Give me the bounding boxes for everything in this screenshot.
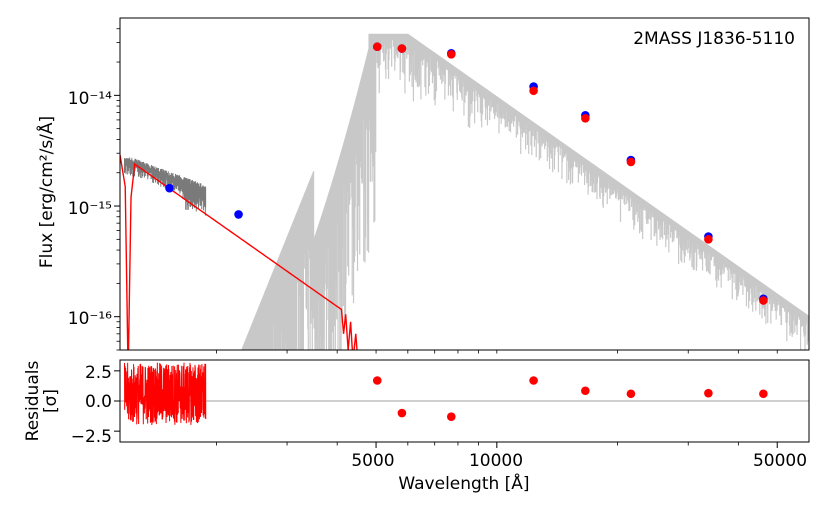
model-spectrum	[241, 33, 809, 350]
model-point	[372, 42, 382, 52]
model-point	[581, 114, 590, 123]
ytick-label-1e-14: 10⁻¹⁴	[68, 89, 112, 109]
uv-model-line	[120, 154, 358, 350]
model-point	[529, 86, 538, 96]
observed-point	[234, 210, 243, 219]
uv-spectrum-lines	[123, 157, 207, 216]
sed-axes-frame	[119, 17, 810, 351]
uv-spectrum	[123, 157, 207, 216]
resid-ylabel-line1: Residuals	[23, 361, 43, 442]
resid-ylabel-line2: [σ]	[41, 389, 61, 413]
photometry-points	[165, 42, 768, 305]
residual-point	[626, 389, 636, 399]
resid-ytick--2.5: −2.5	[71, 427, 112, 447]
chart-title: 2MASS J1836-5110	[633, 29, 795, 49]
ytick-label-1e-15: 10⁻¹⁵	[68, 199, 112, 219]
model-point	[759, 296, 768, 305]
uv-residual-lines	[123, 362, 207, 426]
model-point	[446, 49, 456, 59]
observed-point	[165, 183, 174, 193]
residual-point	[704, 388, 713, 398]
residual-point	[372, 376, 382, 385]
model-point	[397, 44, 407, 53]
model-point	[626, 157, 636, 167]
xtick-label-5000: 5000	[351, 451, 394, 471]
residual-point	[529, 376, 538, 385]
resid-ytick-0.0: 0.0	[85, 392, 112, 412]
residual-point	[397, 408, 407, 418]
model-spectrum-lines	[241, 33, 809, 350]
residual-point	[759, 389, 768, 399]
uv-residuals	[123, 362, 207, 426]
residual-point	[581, 386, 590, 396]
resid-ytick-2.5: 2.5	[85, 363, 112, 383]
xtick-label-10000: 10000	[469, 451, 523, 471]
uv-model-curve	[120, 154, 358, 350]
residual-point	[446, 412, 456, 421]
xtick-label-50000: 50000	[753, 451, 807, 471]
model-point	[704, 235, 713, 244]
x-axis-label: Wavelength [Å]	[398, 472, 529, 494]
axis-ticks	[114, 28, 778, 448]
residual-points	[372, 376, 768, 421]
ytick-label-1e-16: 10⁻¹⁶	[68, 309, 112, 329]
sed-ylabel: Flux [erg/cm²/s/Å]	[35, 116, 57, 268]
